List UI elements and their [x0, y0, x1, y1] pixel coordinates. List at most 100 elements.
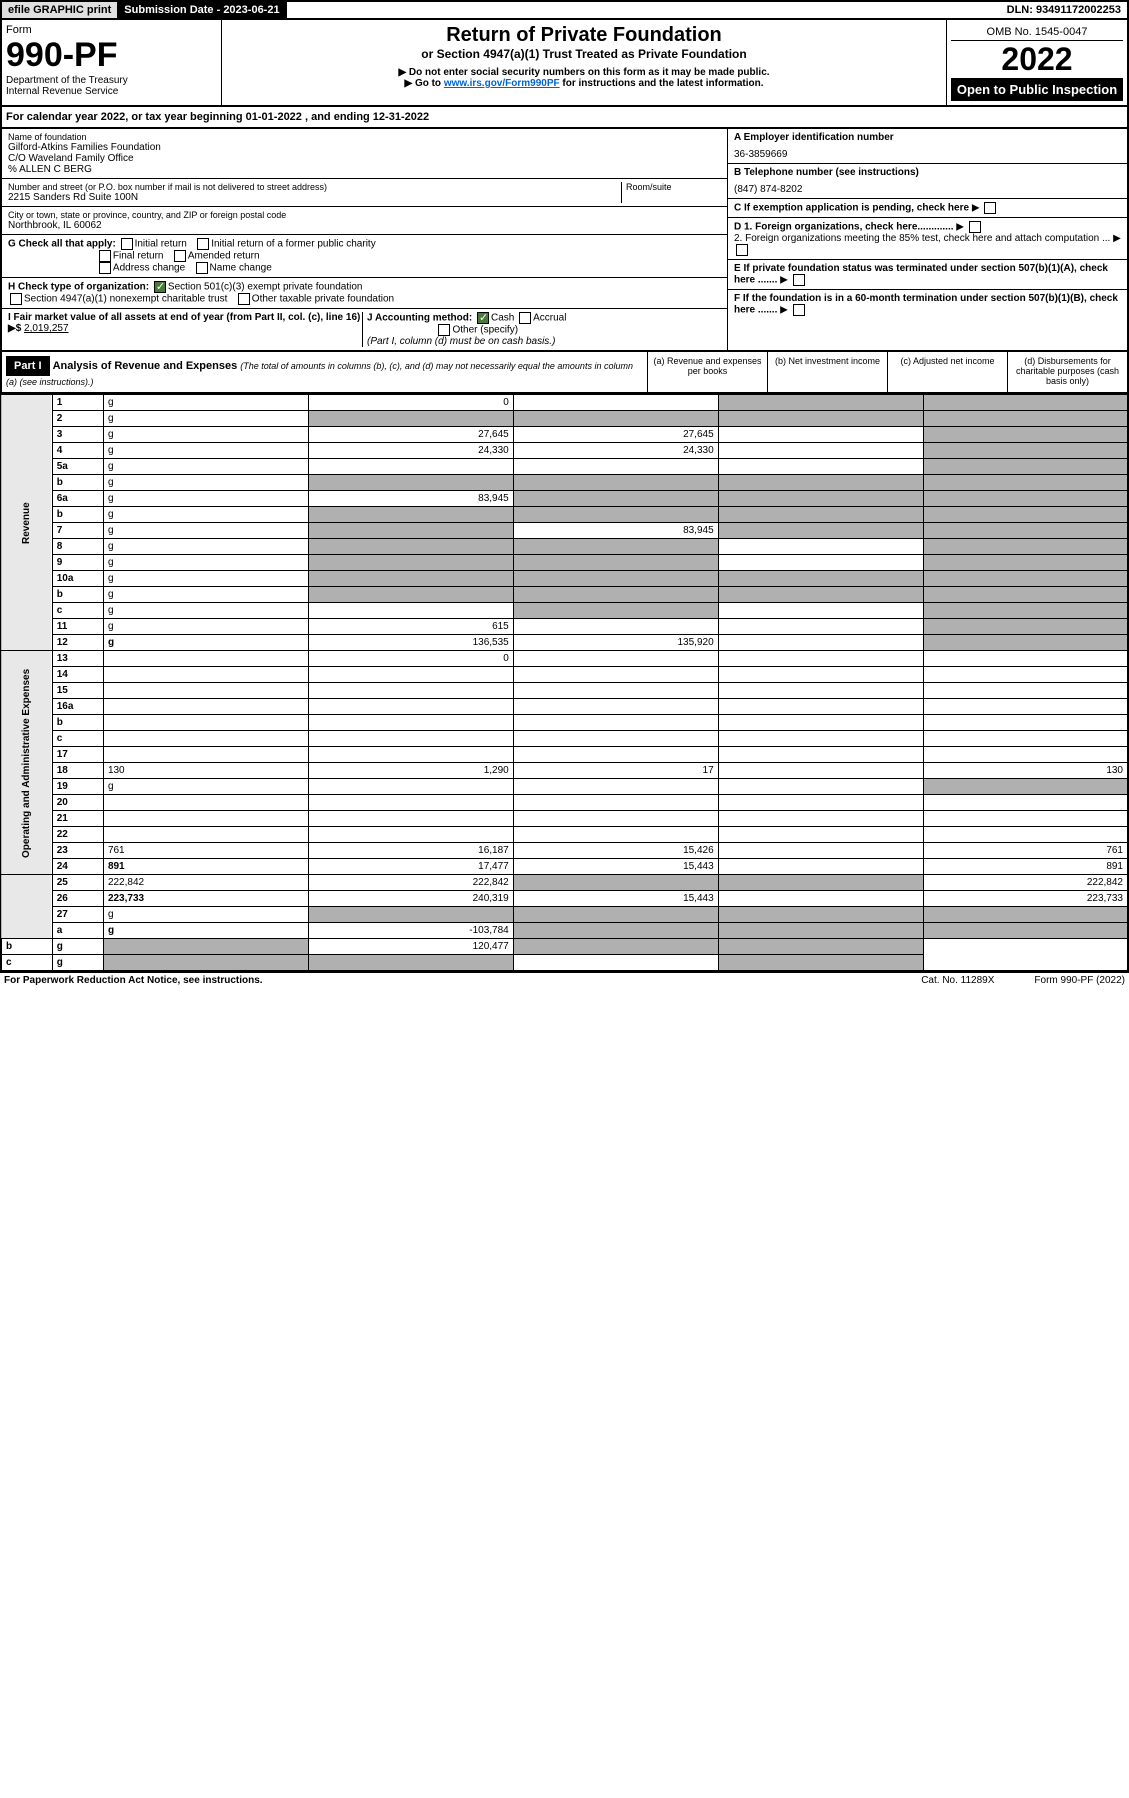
form-number: 990-PF: [6, 36, 217, 75]
irs-label: Internal Revenue Service: [6, 86, 217, 97]
col-d-val: 222,842: [923, 875, 1128, 891]
row-desc: g: [103, 923, 308, 939]
d1-checkbox[interactable]: [969, 221, 981, 233]
row-num: b: [52, 475, 103, 491]
col-d-val: 891: [923, 859, 1128, 875]
opt-addr: Address change: [113, 263, 185, 274]
city-label: City or town, state or province, country…: [8, 210, 721, 220]
row-desc: g: [103, 779, 308, 795]
col-a-val: -103,784: [308, 923, 513, 939]
col-a-val: 136,535: [308, 635, 513, 651]
col-a-val: [308, 507, 513, 523]
final-return-checkbox[interactable]: [99, 250, 111, 262]
table-row: 22: [1, 827, 1128, 843]
col-a-val: 24,330: [308, 443, 513, 459]
row-desc: g: [103, 411, 308, 427]
col-d-val: 130: [923, 763, 1128, 779]
table-row: 25 222,842 222,842222,842: [1, 875, 1128, 891]
opt-initial-public: Initial return of a former public charit…: [211, 239, 376, 250]
row-desc: g: [103, 587, 308, 603]
row-num: 19: [52, 779, 103, 795]
opt-other-tax: Other taxable private foundation: [252, 294, 394, 305]
col-d-header: (d) Disbursements for charitable purpose…: [1007, 352, 1127, 392]
col-a-val: [308, 811, 513, 827]
col-b-val: [513, 683, 718, 699]
g-label: G Check all that apply:: [8, 239, 116, 250]
4947-checkbox[interactable]: [10, 293, 22, 305]
col-c-val: [718, 603, 923, 619]
efile-label[interactable]: efile GRAPHIC print: [2, 2, 118, 18]
501c3-checkbox[interactable]: [154, 281, 166, 293]
col-d-val: [718, 955, 923, 972]
name-change-checkbox[interactable]: [196, 262, 208, 274]
col-d-val: [718, 939, 923, 955]
col-c-val: [718, 843, 923, 859]
col-a-val: [308, 571, 513, 587]
form-header: Form 990-PF Department of the Treasury I…: [0, 20, 1129, 107]
initial-return-checkbox[interactable]: [121, 238, 133, 250]
e-checkbox[interactable]: [793, 274, 805, 286]
row-desc: [103, 827, 308, 843]
table-row: 19 g: [1, 779, 1128, 795]
row-num: c: [1, 955, 52, 972]
e-label: E If private foundation status was termi…: [734, 263, 1108, 286]
amended-checkbox[interactable]: [174, 250, 186, 262]
row-num: 1: [52, 395, 103, 411]
col-d-val: 223,733: [923, 891, 1128, 907]
other-taxable-checkbox[interactable]: [238, 293, 250, 305]
col-c-val: [718, 667, 923, 683]
address-change-checkbox[interactable]: [99, 262, 111, 274]
col-a-val: 27,645: [308, 427, 513, 443]
table-row: Revenue 1 g 0: [1, 395, 1128, 411]
col-b-val: [513, 811, 718, 827]
col-d-val: [923, 747, 1128, 763]
col-a-val: [308, 667, 513, 683]
table-row: 18 130 1,29017130: [1, 763, 1128, 779]
table-row: 10a g: [1, 571, 1128, 587]
col-b-val: [513, 555, 718, 571]
col-a-header: (a) Revenue and expenses per books: [647, 352, 767, 392]
col-b-val: [513, 667, 718, 683]
col-a-val: 615: [308, 619, 513, 635]
col-a-val: 17,477: [308, 859, 513, 875]
row-desc: 761: [103, 843, 308, 859]
other-method-checkbox[interactable]: [438, 324, 450, 336]
col-c-val: [718, 539, 923, 555]
accrual-checkbox[interactable]: [519, 312, 531, 324]
f-label: F If the foundation is in a 60-month ter…: [734, 293, 1118, 316]
col-c-val: [718, 731, 923, 747]
row-num: 23: [52, 843, 103, 859]
row-desc: 130: [103, 763, 308, 779]
col-d-val: [923, 619, 1128, 635]
col-c-val: [718, 475, 923, 491]
row-num: 22: [52, 827, 103, 843]
form-url-link[interactable]: www.irs.gov/Form990PF: [444, 78, 560, 89]
address: 2215 Sanders Rd Suite 100N: [8, 192, 621, 203]
row-desc: g: [103, 475, 308, 491]
col-b-val: [513, 475, 718, 491]
col-d-val: [923, 715, 1128, 731]
f-checkbox[interactable]: [793, 304, 805, 316]
col-c-val: [718, 795, 923, 811]
col-c-val: [718, 427, 923, 443]
col-d-val: [923, 507, 1128, 523]
c-checkbox[interactable]: [984, 202, 996, 214]
omb-number: OMB No. 1545-0047: [951, 24, 1123, 41]
row-desc: [103, 699, 308, 715]
col-a-val: 16,187: [308, 843, 513, 859]
col-c-val: [718, 651, 923, 667]
initial-public-checkbox[interactable]: [197, 238, 209, 250]
row-desc: 222,842: [103, 875, 308, 891]
col-c-val: [718, 491, 923, 507]
opt-initial: Initial return: [135, 239, 187, 250]
cash-checkbox[interactable]: [477, 312, 489, 324]
d2-checkbox[interactable]: [736, 244, 748, 256]
col-a-val: [308, 795, 513, 811]
col-d-val: [923, 443, 1128, 459]
col-a-val: [308, 475, 513, 491]
col-a-val: [308, 715, 513, 731]
col-b-val: [513, 507, 718, 523]
row-num: 2: [52, 411, 103, 427]
revenue-side-label: Revenue: [1, 395, 52, 651]
col-d-val: [923, 555, 1128, 571]
